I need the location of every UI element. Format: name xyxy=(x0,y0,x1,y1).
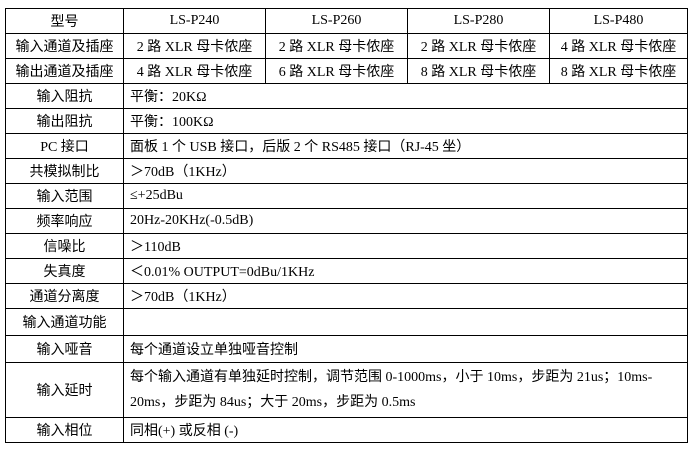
table-row: 失真度 ＜0.01% OUTPUT=0dBu/1KHz xyxy=(5,258,688,284)
row-label: 失真度 xyxy=(5,258,124,284)
row-label: 输出通道及插座 xyxy=(5,58,124,84)
cell-value: 6 路 XLR 母卡侬座 xyxy=(265,58,408,84)
model-name: LS-P240 xyxy=(123,8,266,34)
row-label: 输入阻抗 xyxy=(5,83,124,109)
header-row: 型号 LS-P240 LS-P260 LS-P280 LS-P480 xyxy=(5,8,688,34)
row-label: 输入相位 xyxy=(5,417,124,443)
row-value: ＞70dB（1KHz） xyxy=(123,283,688,309)
table-row: 输入相位 同相(+) 或反相 (-) xyxy=(5,417,688,443)
model-name: LS-P280 xyxy=(407,8,550,34)
row-value: 每个通道设立单独哑音控制 xyxy=(123,335,688,363)
row-label: 信噪比 xyxy=(5,233,124,259)
row-label: 输入哑音 xyxy=(5,335,124,363)
row-value: ＜0.01% OUTPUT=0dBu/1KHz xyxy=(123,258,688,284)
row-label: 输入延时 xyxy=(5,362,124,418)
row-label: PC 接口 xyxy=(5,133,124,159)
cell-value: 2 路 XLR 母卡侬座 xyxy=(265,33,408,59)
table-row: 输入阻抗 平衡：20KΩ xyxy=(5,83,688,109)
row-value: ＞110dB xyxy=(123,233,688,259)
model-name: LS-P480 xyxy=(549,8,688,34)
table-row: 输出阻抗 平衡：100KΩ xyxy=(5,108,688,134)
row-value: 平衡：100KΩ xyxy=(123,108,688,134)
table-row: 输入哑音 每个通道设立单独哑音控制 xyxy=(5,335,688,363)
row-label: 输入范围 xyxy=(5,183,124,209)
table-row: 输入通道及插座 2 路 XLR 母卡侬座 2 路 XLR 母卡侬座 2 路 XL… xyxy=(5,33,688,59)
table-row: 输入范围 ≤+25dBu xyxy=(5,183,688,209)
row-value: 20Hz-20KHz(-0.5dB) xyxy=(123,208,688,234)
cell-value: 8 路 XLR 母卡侬座 xyxy=(549,58,688,84)
row-value: 平衡：20KΩ xyxy=(123,83,688,109)
row-value: 每个输入通道有单独延时控制，调节范围 0-1000ms，小于 10ms，步距为 … xyxy=(123,362,688,418)
cell-value: 2 路 XLR 母卡侬座 xyxy=(407,33,550,59)
cell-value: 4 路 XLR 母卡侬座 xyxy=(123,58,266,84)
row-value: 面板 1 个 USB 接口，后版 2 个 RS485 接口（RJ-45 坐） xyxy=(123,133,688,159)
row-value: ＞70dB（1KHz） xyxy=(123,158,688,184)
row-label: 输入通道功能 xyxy=(5,308,124,336)
cell-value: 4 路 XLR 母卡侬座 xyxy=(549,33,688,59)
table-row: 输出通道及插座 4 路 XLR 母卡侬座 6 路 XLR 母卡侬座 8 路 XL… xyxy=(5,58,688,84)
spec-table: 型号 LS-P240 LS-P260 LS-P280 LS-P480 输入通道及… xyxy=(5,8,688,443)
cell-value: 8 路 XLR 母卡侬座 xyxy=(407,58,550,84)
table-row: 信噪比 ＞110dB xyxy=(5,233,688,259)
table-row: PC 接口 面板 1 个 USB 接口，后版 2 个 RS485 接口（RJ-45… xyxy=(5,133,688,159)
row-label: 通道分离度 xyxy=(5,283,124,309)
row-value: 同相(+) 或反相 (-) xyxy=(123,417,688,443)
row-label: 频率响应 xyxy=(5,208,124,234)
table-row: 频率响应 20Hz-20KHz(-0.5dB) xyxy=(5,208,688,234)
table-row: 通道分离度 ＞70dB（1KHz） xyxy=(5,283,688,309)
row-value xyxy=(123,308,688,336)
model-label: 型号 xyxy=(5,8,124,34)
row-label: 输入通道及插座 xyxy=(5,33,124,59)
table-row: 输入通道功能 xyxy=(5,308,688,336)
table-row: 输入延时 每个输入通道有单独延时控制，调节范围 0-1000ms，小于 10ms，… xyxy=(5,362,688,418)
row-value: ≤+25dBu xyxy=(123,183,688,209)
cell-value: 2 路 XLR 母卡侬座 xyxy=(123,33,266,59)
row-label: 共模拟制比 xyxy=(5,158,124,184)
row-label: 输出阻抗 xyxy=(5,108,124,134)
table-row: 共模拟制比 ＞70dB（1KHz） xyxy=(5,158,688,184)
model-name: LS-P260 xyxy=(265,8,408,34)
